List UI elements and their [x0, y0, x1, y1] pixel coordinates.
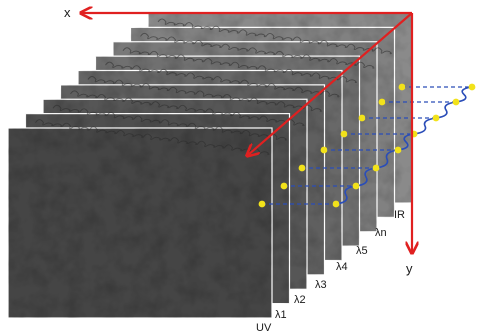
band-label-lambdan: λn [375, 227, 387, 239]
spectrum-plot [258, 83, 476, 208]
handwriting-stroke [157, 18, 393, 55]
depth-axis-arrow [248, 12, 413, 155]
handwriting-stroke [70, 90, 305, 127]
axes: x y [64, 5, 413, 276]
band-label-lambda1: λ1 [275, 309, 287, 321]
spectrum-point [352, 182, 360, 190]
band-label-lambda3: λ3 [315, 279, 327, 291]
handwriting-stroke [87, 76, 323, 112]
handwriting-stroke [52, 104, 288, 141]
layer-sample-point [398, 83, 406, 91]
layer-sample-point [320, 146, 328, 154]
spectrum-point [332, 200, 340, 208]
handwriting-stroke [105, 61, 340, 98]
handwriting-texture [35, 18, 393, 155]
x-axis-label: x [64, 5, 71, 20]
layer-sample-point [258, 200, 266, 208]
band-label-ir: IR [394, 209, 405, 221]
band-label-uv: UV [256, 322, 272, 334]
y-axis-label: y [406, 261, 413, 276]
band-label-lambda4: λ4 [336, 261, 348, 273]
layer-texture [8, 128, 272, 318]
handwriting-stroke [122, 47, 358, 83]
spectrum-point [452, 98, 460, 106]
layer-sample-point [378, 98, 386, 106]
handwriting-stroke [35, 119, 270, 155]
spectrum-point [394, 146, 402, 154]
layer-sample-point [280, 182, 288, 190]
spectrum-point [372, 164, 380, 172]
band-labels: UV λ1 λ2 λ3 λ4 λ5 λn IR [256, 209, 405, 334]
band-label-lambda5: λ5 [356, 245, 368, 257]
handwriting-stroke [140, 32, 375, 69]
band-label-lambda2: λ2 [294, 294, 306, 306]
spectrum-curve [335, 86, 473, 205]
layer-sample-point [358, 114, 366, 122]
layer-sample-point [298, 164, 306, 172]
image-layers [7, 12, 413, 319]
layer-sample-point [340, 130, 348, 138]
spectrum-point [468, 83, 476, 91]
spectrum-point [432, 114, 440, 122]
